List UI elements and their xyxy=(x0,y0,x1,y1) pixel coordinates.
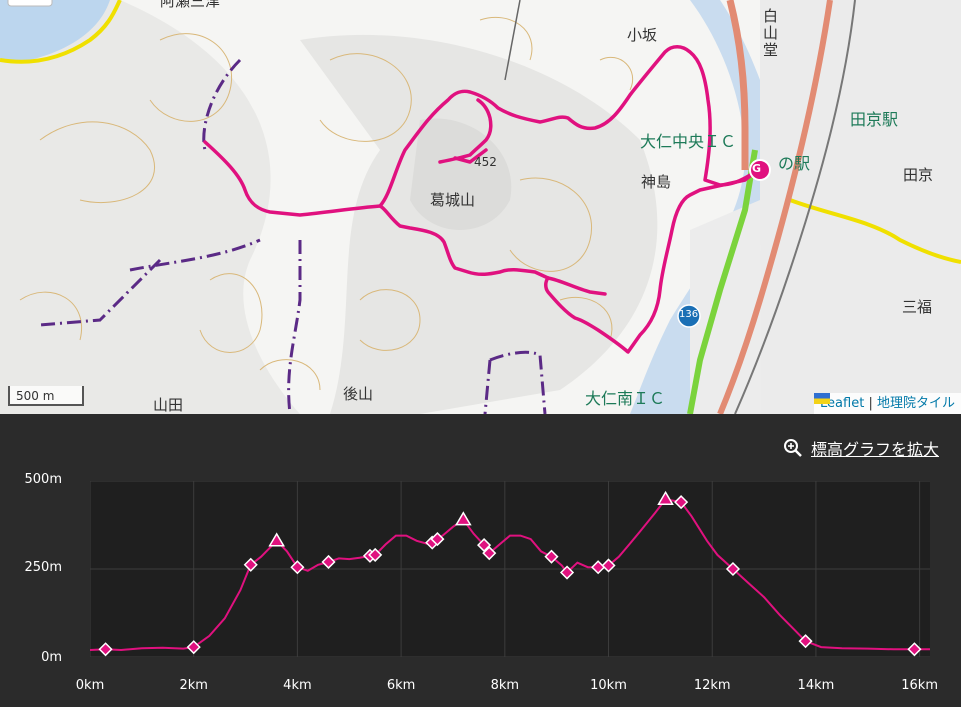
waypoint-diamond-marker xyxy=(725,561,741,577)
waypoint-diamond-marker xyxy=(482,546,497,561)
zoom-in-icon xyxy=(783,439,802,457)
route-shield-label: 136 xyxy=(679,309,699,320)
waypoint-diamond-marker xyxy=(243,557,258,572)
expand-elevation-graph-label: 標高グラフを拡大 xyxy=(810,440,939,459)
attribution-separator: | xyxy=(868,396,873,411)
x-tick-label: 16km xyxy=(901,678,938,693)
waypoint-diamond-marker xyxy=(368,547,383,562)
place-label-kamishima: 神島 xyxy=(641,173,672,191)
place-label-top-left: 阿瀬三津 xyxy=(160,0,221,10)
waypoint-diamond-marker xyxy=(477,538,492,553)
x-tick-label: 2km xyxy=(179,678,208,693)
elevation-panel: 標高グラフを拡大 500m 250m 0m 0km 2km 4km 6km 8km 10k… xyxy=(0,414,961,707)
leaflet-link[interactable]: Leaflet xyxy=(820,396,865,411)
map-attribution: Leaflet | 地理院タイル xyxy=(814,393,961,414)
waypoint-diamond-marker xyxy=(907,642,922,657)
waypoint-diamond-marker xyxy=(98,642,113,657)
expand-elevation-graph-button[interactable]: 標高グラフを拡大 xyxy=(783,436,939,460)
y-tick-label: 0m xyxy=(41,650,62,665)
y-tick-label: 250m xyxy=(24,560,62,575)
map-scale-bar: 500 m xyxy=(8,386,84,406)
waypoint-diamond-marker xyxy=(321,554,336,570)
ic-label-ohito-minami: 大仁南ＩＣ xyxy=(585,389,666,408)
waypoint-diamond-marker xyxy=(290,560,305,575)
gsi-tiles-link[interactable]: 地理院タイル xyxy=(876,396,955,411)
place-label-michinoeki: の駅 xyxy=(778,154,811,173)
waypoint-diamond-marker xyxy=(798,634,813,649)
place-label-yamada: 山田 xyxy=(153,396,184,414)
place-label-kosaka: 小坂 xyxy=(627,26,658,44)
map-view[interactable]: 阿瀬三津 小坂 白山堂 田京駅 大仁中央ＩＣ の駅 G 神島 田京 葛城山 45… xyxy=(0,0,961,414)
x-tick-label: 8km xyxy=(490,678,520,693)
ukraine-flag-icon xyxy=(814,393,831,404)
elevation-chart[interactable] xyxy=(89,480,930,658)
waypoint-diamond-marker xyxy=(601,558,616,573)
elevation-series-line xyxy=(89,498,930,652)
summit-triangle-marker xyxy=(455,511,472,526)
x-tick-label: 10km xyxy=(590,678,627,693)
waypoint-diamond-marker xyxy=(544,549,559,564)
station-label-tagyo: 田京駅 xyxy=(850,110,899,129)
waypoint-diamond-marker xyxy=(591,560,606,575)
x-tick-label: 6km xyxy=(386,678,416,693)
mountain-label-katsuragiyama: 葛城山 xyxy=(430,191,476,209)
map-tiles xyxy=(0,0,961,414)
waypoint-diamond-marker xyxy=(674,495,689,510)
elevation-chart-svg xyxy=(89,480,930,658)
x-tick-label: 4km xyxy=(283,678,312,693)
ic-label-ohito-chuo: 大仁中央ＩＣ xyxy=(640,132,737,151)
x-tick-label: 0km xyxy=(75,678,105,693)
goal-marker[interactable] xyxy=(749,159,771,181)
summit-triangle-marker xyxy=(268,532,285,547)
waypoint-diamond-marker xyxy=(430,532,445,547)
summit-triangle-marker xyxy=(657,490,674,505)
peak-elevation-label: 452 xyxy=(474,155,497,169)
place-label-tagyo: 田京 xyxy=(903,166,934,184)
place-label-ushiroyama: 後山 xyxy=(343,385,374,403)
goal-marker-label: G xyxy=(752,162,762,175)
x-tick-label: 14km xyxy=(797,678,835,693)
x-tick-label: 12km xyxy=(693,678,731,693)
place-label-mifuku: 三福 xyxy=(902,298,933,316)
y-tick-label: 500m xyxy=(24,472,62,487)
hiking-route xyxy=(203,45,757,354)
waypoint-diamond-marker xyxy=(186,640,201,655)
waypoint-diamond-marker xyxy=(559,565,575,580)
place-label-hakusando: 白山堂 xyxy=(761,8,779,59)
